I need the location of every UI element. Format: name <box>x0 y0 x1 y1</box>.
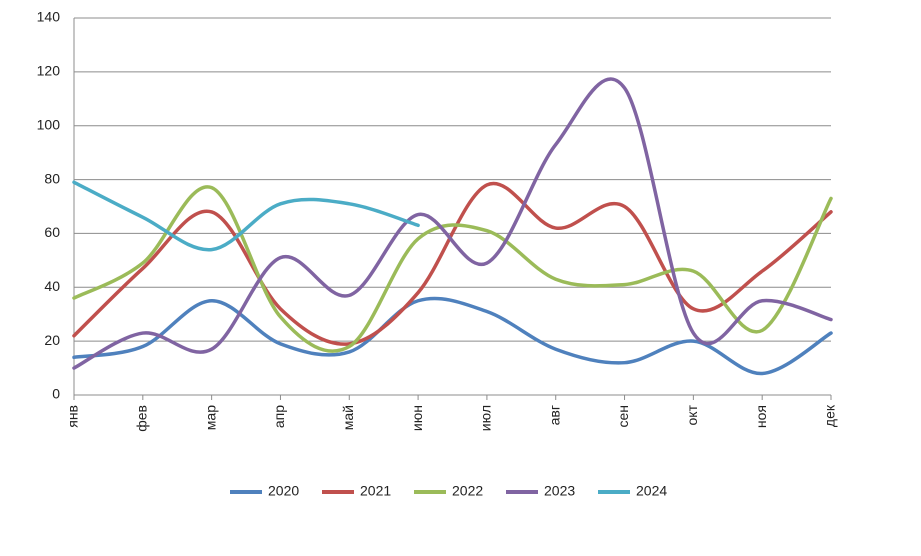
x-tick-label: май <box>340 405 356 430</box>
y-tick-label: 20 <box>44 332 60 348</box>
y-tick-label: 140 <box>37 9 61 25</box>
x-tick-label: окт <box>684 404 700 425</box>
x-tick-label: фев <box>134 405 150 432</box>
series-line <box>72 77 833 370</box>
y-tick-label: 100 <box>37 116 61 132</box>
x-tick-label: ноя <box>753 405 769 428</box>
series-line <box>72 181 833 346</box>
x-tick-label: сен <box>615 405 631 428</box>
x-tick-label: авг <box>546 405 562 425</box>
series-line <box>72 296 833 376</box>
legend-label: 2023 <box>544 483 575 499</box>
legend-label: 2022 <box>452 483 483 499</box>
x-tick-label: янв <box>65 405 81 428</box>
y-tick-label: 60 <box>44 224 60 240</box>
series-line <box>72 180 420 252</box>
y-tick-label: 40 <box>44 278 60 294</box>
legend-label: 2021 <box>360 483 391 499</box>
y-tick-label: 0 <box>52 386 60 402</box>
legend-label: 2024 <box>636 483 667 499</box>
series-line <box>72 185 833 353</box>
x-tick-label: дек <box>822 404 838 427</box>
x-tick-label: июн <box>409 405 425 431</box>
y-tick-label: 80 <box>44 170 60 186</box>
legend-label: 2020 <box>268 483 299 499</box>
y-tick-label: 120 <box>37 63 61 79</box>
x-tick-label: мар <box>202 405 218 430</box>
x-tick-label: июл <box>478 405 494 431</box>
x-tick-label: апр <box>271 405 287 428</box>
